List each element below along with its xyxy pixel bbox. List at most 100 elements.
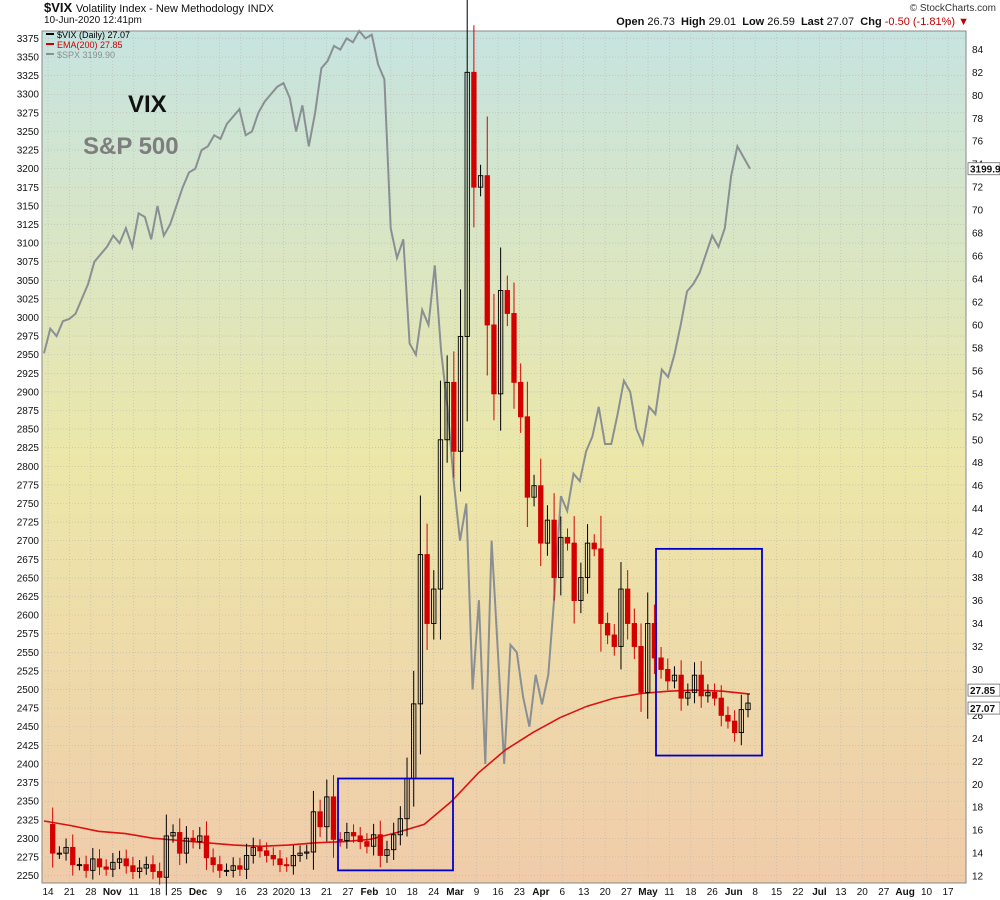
candle-body <box>457 335 464 452</box>
candle-body <box>110 861 116 870</box>
left-tick-label: 2575 <box>17 629 40 640</box>
candle-body <box>511 313 517 383</box>
left-tick-label: 2300 <box>17 834 40 845</box>
candle-body <box>598 548 604 624</box>
candle-body <box>558 536 564 579</box>
right-tick-label: 54 <box>972 389 984 400</box>
legend-entry: $VIX (Daily) 27.07 <box>57 30 130 40</box>
candle-body <box>678 674 684 699</box>
candle-body <box>56 852 63 855</box>
candle-body <box>691 674 698 693</box>
chg-value: -0.50 (-1.81%) <box>884 16 956 28</box>
candle-body <box>96 858 103 868</box>
right-tick-label: 30 <box>972 665 984 676</box>
left-tick-label: 2625 <box>17 592 40 603</box>
candle-body <box>731 720 738 734</box>
candle-body <box>658 657 664 670</box>
candle-body <box>444 381 450 441</box>
right-tick-label: 50 <box>972 435 984 446</box>
left-tick-label: 2950 <box>17 350 40 361</box>
right-tick-label: 56 <box>972 366 984 377</box>
candle-body <box>584 542 591 579</box>
right-tick-label: 48 <box>972 458 984 469</box>
highlight-boxes <box>337 547 763 872</box>
left-tick-label: 2700 <box>17 536 40 547</box>
candle-body <box>698 674 704 697</box>
left-tick-label: 3175 <box>17 183 40 194</box>
symbol: $VIX <box>44 0 73 15</box>
candle-body <box>645 623 651 693</box>
right-tick-label: 40 <box>972 550 984 561</box>
right-tick-label: 32 <box>972 642 984 653</box>
right-tick-label: 46 <box>972 481 984 492</box>
right-tick-label: 36 <box>972 596 984 607</box>
x-tick-label: 27 <box>621 887 633 898</box>
left-tick-label: 2750 <box>17 499 40 510</box>
x-tick-label: May <box>638 887 658 898</box>
right-tick-label: 20 <box>972 780 984 791</box>
candle-body <box>183 837 190 854</box>
exchange: INDX <box>247 3 274 15</box>
x-tick-label: 18 <box>150 887 162 898</box>
candle-body <box>370 834 377 847</box>
legend-swatch <box>46 43 54 45</box>
left-tick-label: 3000 <box>17 313 40 324</box>
candle-body <box>364 841 370 847</box>
candle-body <box>484 175 490 326</box>
last-value: 27.07 <box>826 16 855 28</box>
x-tick-label: 10 <box>385 887 397 898</box>
x-tick-label: Nov <box>103 887 122 898</box>
candle-body <box>70 846 76 866</box>
value-tag-label: 27.07 <box>970 704 995 715</box>
x-tick-label: 6 <box>560 887 566 898</box>
candle-body <box>725 714 731 722</box>
left-tick-label: 2975 <box>17 332 40 343</box>
left-tick-label: 2600 <box>17 611 40 622</box>
candle-body <box>83 864 89 871</box>
candle-body <box>738 709 744 734</box>
right-tick-label: 80 <box>972 91 984 102</box>
chg-label: Chg <box>860 16 882 28</box>
right-tick-label: 60 <box>972 320 984 331</box>
low-value: 26.59 <box>767 16 795 28</box>
right-tick-label: 18 <box>972 803 984 814</box>
x-tick-label: 22 <box>792 887 804 898</box>
candle-body <box>571 542 577 601</box>
x-tick-label: 11 <box>664 887 675 898</box>
header-bar <box>0 0 1000 30</box>
candle-body <box>705 691 711 697</box>
timestamp: 10-Jun-2020 12:41pm <box>44 15 142 26</box>
candle-body <box>330 796 337 840</box>
x-tick-label: 8 <box>752 887 758 898</box>
value-tag-label: 27.85 <box>970 686 995 697</box>
candle-body <box>491 324 497 395</box>
value-tag <box>967 162 1000 176</box>
right-tick-label: 70 <box>972 206 984 217</box>
candle-body <box>150 864 156 872</box>
candle-body <box>504 290 510 314</box>
open-label: Open <box>616 16 645 28</box>
right-tick-label: 12 <box>972 872 984 883</box>
x-tick-label: 18 <box>407 887 419 898</box>
quote-bar: Open 26.73 High 29.01 Low 26.59 Last 27.… <box>616 16 969 28</box>
candle-body <box>625 588 631 624</box>
candle-body <box>210 857 216 866</box>
x-tick-label: Feb <box>361 887 379 898</box>
candle-body <box>157 871 163 878</box>
legend-entry: $SPX 3199.90 <box>57 50 115 60</box>
candle-body <box>136 867 143 872</box>
right-axis: 8482807876747270686664626058565452504846… <box>972 45 984 883</box>
candle-body <box>304 851 310 854</box>
right-tick-label: 66 <box>972 252 984 263</box>
candle-body <box>197 835 203 843</box>
candle-body <box>631 623 637 647</box>
spx-series <box>43 29 751 764</box>
x-tick-label: 20 <box>600 887 612 898</box>
right-tick-label: 22 <box>972 757 984 768</box>
high-label: High <box>681 16 706 28</box>
right-tick-label: 26 <box>972 711 984 722</box>
candle-body <box>270 854 276 860</box>
right-tick-label: 64 <box>972 275 984 286</box>
x-tick-label: 27 <box>342 887 354 898</box>
highlight-box <box>337 777 454 872</box>
